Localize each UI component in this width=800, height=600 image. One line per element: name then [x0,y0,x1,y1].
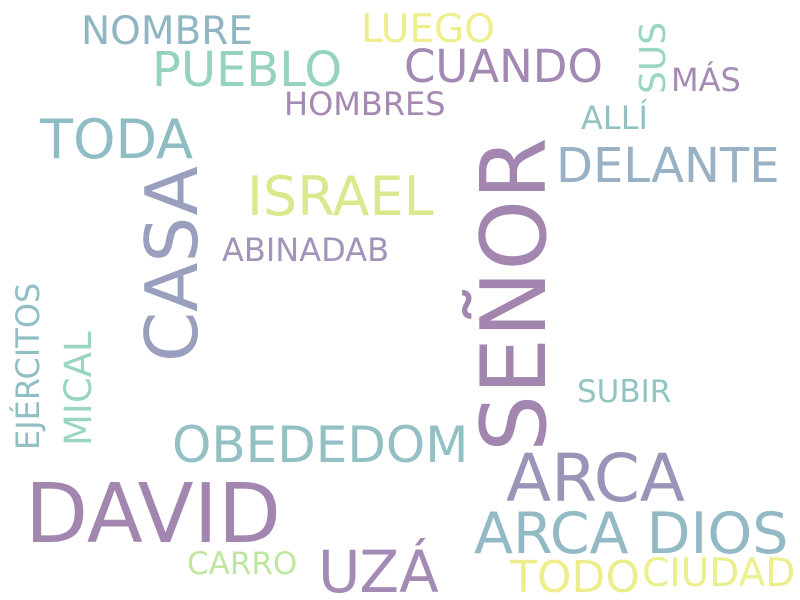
word-arca-dios: ARCA DIOS [474,501,789,567]
word-senor: SEÑOR [462,137,567,452]
word-ejercitos: EJÉRCITOS [9,282,47,450]
word-luego: LUEGO [361,7,495,52]
word-subir: SUBIR [577,374,672,410]
word-israel: ISRAEL [247,165,434,228]
word-abinadab: ABINADAB [222,231,390,269]
word-mas: MÁS [671,61,741,99]
word-nombre: NOMBRE [81,9,254,54]
word-uza: UZÁ [318,538,439,600]
word-arca: ARCA [506,440,685,517]
word-alli: ALLÍ [581,99,648,137]
word-hombres: HOMBRES [284,85,446,123]
word-todo: TODO [510,552,641,600]
word-casa: CASA [130,166,214,362]
word-carro: CARRO [187,546,298,582]
word-pueblo: PUEBLO [152,42,343,98]
word-toda: TODA [40,108,194,171]
word-mical: MICAL [57,331,100,446]
word-david: DAVID [25,467,281,562]
word-cuando: CUANDO [404,40,603,93]
word-delante: DELANTE [556,138,780,194]
word-ciudad: CIUDAD [642,551,796,596]
word-obededom: OBEDEDOM [172,416,469,474]
word-sus: SUS [633,21,674,94]
